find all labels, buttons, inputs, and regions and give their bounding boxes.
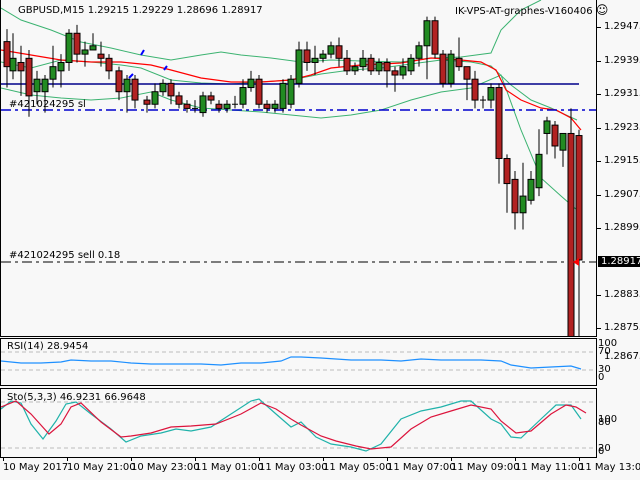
rsi-pane[interactable]: RSI(14) 28.9454 <box>0 338 597 386</box>
price-tick: 1.28675 <box>604 351 640 362</box>
sell-order-label: #421024295 sell 0.18 <box>9 250 121 261</box>
rsi-level-100: 100 <box>598 338 618 349</box>
stoch-level-100: 100 <box>598 414 618 425</box>
time-tick: 11 May 03:00 <box>259 462 328 473</box>
stoch-level-20: 20 <box>598 443 611 454</box>
price-tick: 1.29475 <box>604 21 640 32</box>
stochastic-chart <box>1 398 596 452</box>
price-tick: 1.29395 <box>604 55 640 66</box>
time-tick: 10 May 23:00 <box>131 462 200 473</box>
current-price-marker: 1.28917 <box>598 256 640 267</box>
stochastic-pane[interactable]: Sto(5,3,3) 46.9231 66.9648 <box>0 388 597 458</box>
stoch-level-0: 0 <box>598 446 605 457</box>
time-tick: 11 May 11:00 <box>515 462 584 473</box>
price-tick: 1.29315 <box>604 88 640 99</box>
expert-label: IK-VPS-AT-graphes-V160406 ☺ <box>455 3 609 17</box>
rsi-level-0: 0 <box>598 372 605 383</box>
time-tick: 11 May 05:00 <box>323 462 392 473</box>
rsi-chart <box>1 351 596 371</box>
smiley-icon[interactable]: ☺ <box>595 3 609 17</box>
time-tick: 11 May 01:00 <box>195 462 264 473</box>
price-tick: 1.28755 <box>604 322 640 333</box>
rsi-level-30: 30 <box>598 364 611 375</box>
price-tick: 1.28995 <box>604 222 640 233</box>
time-tick: 10 May 21:00 <box>67 462 136 473</box>
sl-order-label: #421024295 sl <box>9 99 86 110</box>
stoch-level-80: 80 <box>598 417 611 428</box>
price-tick: 1.29155 <box>604 155 640 166</box>
main-chart-pane[interactable]: #421024295 sl #421024295 sell 0.18 <box>0 0 597 337</box>
time-tick: 11 May 07:00 <box>387 462 456 473</box>
price-tick: 1.28835 <box>604 289 640 300</box>
candlestick-chart <box>1 0 596 336</box>
stochastic-label: Sto(5,3,3) 46.9231 66.9648 <box>7 392 146 403</box>
time-tick: 10 May 2017 <box>3 462 69 473</box>
rsi-label: RSI(14) 28.9454 <box>7 341 89 352</box>
price-tick: 1.29075 <box>604 189 640 200</box>
time-tick: 11 May 13:00 <box>579 462 640 473</box>
time-tick: 11 May 09:00 <box>451 462 520 473</box>
rsi-level-70: 70 <box>598 346 611 357</box>
symbol-info: GBPUSD,M15 1.29215 1.29229 1.28696 1.289… <box>18 5 263 16</box>
expert-name: IK-VPS-AT-graphes-V160406 <box>455 6 593 17</box>
price-tick: 1.29235 <box>604 122 640 133</box>
